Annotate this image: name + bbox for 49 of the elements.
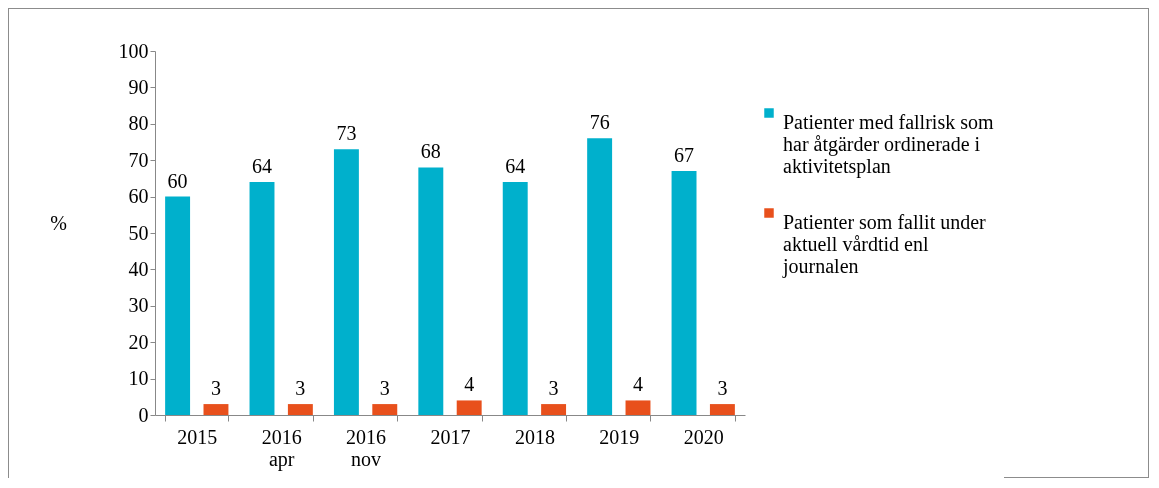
x-tick-label: 2016 apr (261, 425, 302, 471)
data-label: 3 (548, 377, 559, 400)
data-label: 3 (210, 377, 221, 400)
bar (541, 404, 567, 415)
data-label: 3 (717, 377, 728, 400)
data-label: 68 (420, 140, 441, 163)
data-label: 64 (505, 155, 526, 178)
bar (249, 182, 275, 415)
bar (456, 400, 482, 415)
bar (333, 149, 359, 415)
y-tick-label: 60 (128, 185, 149, 208)
bar (709, 404, 735, 415)
bar (418, 167, 444, 415)
data-label: 76 (589, 111, 610, 134)
bar (625, 400, 651, 415)
data-label: 60 (167, 169, 188, 192)
data-label: 64 (252, 155, 272, 178)
x-tick-label: 2020 (683, 425, 724, 448)
bar (203, 404, 229, 415)
bar (372, 404, 398, 415)
y-tick-label: 70 (128, 148, 149, 171)
y-tick-label: 10 (128, 367, 149, 390)
legend-label: Patienter med fallrisk som har åtgärder ordinerade i aktivitetsplan (783, 111, 994, 178)
data-label: 4 (464, 373, 475, 396)
x-tick-label: 2015 (177, 425, 218, 448)
data-label: 3 (379, 377, 390, 400)
y-tick-label: 100 (118, 39, 149, 62)
y-tick-label: 30 (128, 294, 149, 317)
bar (165, 196, 191, 415)
x-tick-label: 2018 (514, 425, 555, 448)
x-tick-label: 2019 (599, 425, 640, 448)
data-label: 3 (295, 377, 306, 400)
bar (287, 404, 313, 415)
y-tick-label: 20 (128, 330, 149, 353)
x-tick-label: 2016 nov (346, 425, 387, 470)
y-axis-title: % (50, 211, 67, 234)
data-label: 4 (633, 373, 643, 396)
y-tick-label: 80 (128, 112, 149, 135)
bar (587, 138, 613, 415)
bar (671, 171, 697, 415)
data-label: 73 (336, 122, 357, 145)
legend-label: Patienter som fallit under aktuell vårdtid enl journalen (782, 211, 987, 278)
y-tick-label: 0 (138, 403, 149, 426)
bar (502, 182, 528, 415)
y-tick-label: 50 (128, 221, 149, 244)
y-tick-label: 40 (128, 257, 149, 280)
data-label: 67 (674, 144, 695, 167)
x-tick-label: 2017 (430, 425, 471, 448)
y-tick-label: 90 (128, 75, 149, 98)
